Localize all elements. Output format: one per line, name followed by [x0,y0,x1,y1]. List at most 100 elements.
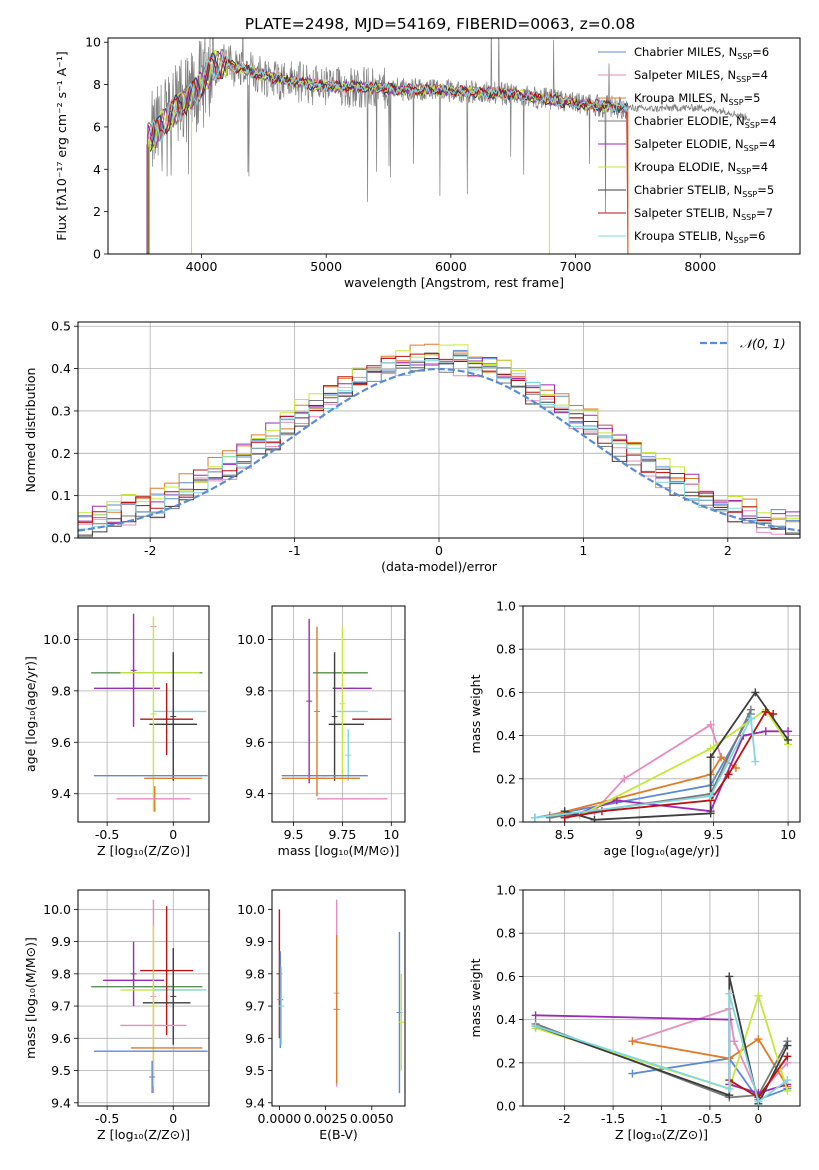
spectrum-extension-line [627,103,751,122]
weight-marker [531,1011,540,1020]
y-tick-label: 10.0 [237,632,265,647]
y-tick-label: 9.9 [245,934,265,949]
x-tick-label: -2 [144,543,156,558]
x-tick-label: 9.75 [328,827,356,842]
x-axis-label: (data-model)/error [381,559,498,574]
residual-histogram [78,355,800,530]
weight-marker [784,727,793,736]
weight-marker [761,727,770,736]
errorbar-point [333,935,340,1084]
x-tick-label: -0.5 [698,1111,722,1126]
x-tick-label: -0.5 [95,1111,119,1126]
figure-title: PLATE=2498, MJD=54169, FIBERID=0063, z=0… [245,15,635,33]
legend-suffix: =5 [757,183,774,197]
errorbar-point [277,951,284,1048]
errorbar-point [339,626,346,781]
plot-area [531,972,792,1106]
x-tick-label: -1 [655,1111,667,1126]
y-tick-label: 0.5 [51,319,71,334]
legend-suffix: =6 [749,229,766,243]
legend-entry: Kroupa STELIB, NSSP=6 [634,229,765,245]
legend-sub: SSP [729,98,744,107]
legend-suffix: =4 [751,160,768,174]
panel-mass-vs-Z: -0.5 0 9.4 9.5 9.6 9.7 9.8 9.9 10.0 Z [log₁₀(Z/Z⊙… [23,889,210,1142]
errorbar-point [170,652,177,781]
legend-text: Kroupa ELODIE, N [634,160,736,174]
y-tick-label: 8 [93,77,101,92]
weight-marker [597,807,606,816]
weight-marker [530,813,539,822]
x-tick-label: 0 [754,1111,762,1126]
y-tick-label: 0.3 [51,403,71,418]
y-tick-label: 9.7 [245,999,265,1014]
plot-area [91,899,208,1094]
errorbar-point [150,925,157,1087]
panel-age-vs-mass: 9.5 9.75 10 9.4 9.6 9.8 10.0 mass [log₁₀(M/M⊙)] [237,605,406,858]
weight-marker [725,972,734,981]
y-tick-label: 0.6 [496,685,516,700]
gaussian-curve [78,367,800,532]
weight-marker [706,720,715,729]
legend-suffix: =6 [752,45,769,59]
weight-marker [706,744,715,753]
legend-sub: SSP [737,52,752,61]
weight-marker [783,1041,792,1050]
x-tick-label: 9.5 [704,827,724,842]
x-axis-label: Z [log₁₀(Z/Z⊙)] [97,843,190,858]
panel-age-vs-Z: -0.5 0 9.4 9.6 9.8 10.0 Z [log₁₀(Z/Z⊙)] age [lo… [23,605,210,858]
y-tick-label: 9.6 [51,1031,71,1046]
y-tick-label: 0.0 [51,531,71,546]
y-tick-label: 9.7 [51,999,71,1014]
x-axis-label: age [log₁₀(age/yr)] [604,843,720,858]
legend-entry: Salpeter MILES, NSSP=4 [634,68,768,84]
plot-area [530,688,793,822]
legend-entry: Kroupa ELODIE, NSSP=4 [634,160,768,176]
x-axis-label: E(B-V) [319,1127,358,1142]
y-tick-label: 9.8 [245,966,265,981]
weight-marker [560,813,569,822]
x-tick-label: 0.0025 [304,1111,348,1126]
weight-line [593,723,722,812]
spectrum-model-line [148,49,628,254]
x-tick-label: -2 [558,1111,570,1126]
weight-marker [783,1052,792,1061]
y-tick-label: 0.0 [496,1099,516,1114]
weight-marker [706,792,715,801]
y-tick-label: 10 [85,35,101,50]
panel-mass-weight-vs-age: 8.5 9 9.5 10 0.0 0.2 0.4 0.6 0.8 1.0 age [log₁₀(ag… [468,599,801,858]
panel-mass-weight-vs-Z: -2 -1.5 -1 -0.5 0 0.0 0.2 0.4 0.6 0.8 1.0 Z [log₁₀(… [468,883,801,1142]
y-axis-label: Normed distribution [23,368,38,493]
y-tick-label: 2 [93,204,101,219]
errorbar-point [149,1060,156,1094]
weight-line [549,709,752,819]
y-axis-label: Flux [fλ10⁻¹⁷ erg cm⁻² s⁻¹ A⁻¹] [54,51,69,240]
x-tick-label: -1 [288,543,300,558]
errorbar-point [313,626,320,797]
weight-marker [730,1037,739,1046]
y-tick-label: 9.9 [51,934,71,949]
y-axis-label: mass weight [468,958,483,1037]
x-tick-label: 9.5 [284,827,304,842]
x-tick-label: 2 [724,543,732,558]
y-tick-label: 9.4 [245,786,265,801]
x-tick-label: 0 [169,1111,177,1126]
legend-text: Chabrier MILES, N [634,45,737,59]
x-tick-label: 0 [435,543,443,558]
x-tick-label: 7000 [560,259,592,274]
spectrum-model-line [146,50,629,254]
y-tick-label: 1.0 [496,883,516,898]
y-tick-label: 0.1 [51,488,71,503]
plot-area [281,618,392,800]
weight-line [534,715,757,819]
legend-text: Salpeter STELIB, N [634,206,741,220]
weight-marker [628,1037,637,1046]
y-tick-label: 0 [93,247,101,262]
errorbar-point [170,948,177,1045]
panel-residuals: -2 -1 0 1 2 0.0 0.1 0.2 0.3 0.4 0.5 (data-model)/er… [23,319,801,574]
weight-marker [761,707,770,716]
y-tick-label: 0.4 [496,1012,516,1027]
weight-marker [754,991,763,1000]
x-tick-label: 0.0050 [350,1111,394,1126]
y-tick-label: 10.0 [43,902,71,917]
